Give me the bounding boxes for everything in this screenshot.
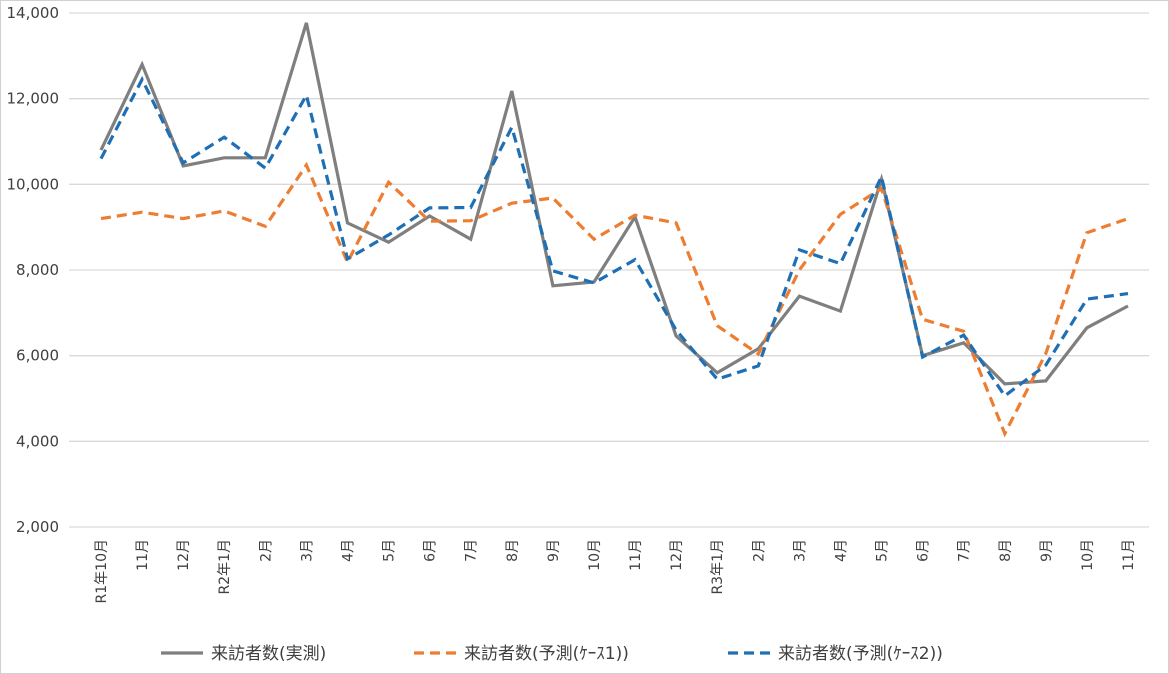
x-tick-label: 12月 — [669, 539, 685, 571]
x-tick-label: 11月 — [628, 539, 644, 571]
x-tick-label: 11月 — [1121, 539, 1137, 571]
x-tick-label: 9月 — [546, 539, 562, 562]
x-tick-label: 4月 — [833, 539, 849, 562]
x-tick-label: 3月 — [792, 539, 808, 562]
y-tick-label: 4,000 — [16, 432, 59, 450]
y-tick-label: 2,000 — [16, 518, 59, 536]
x-tick-label: 10月 — [587, 539, 603, 571]
x-tick-label: 5月 — [875, 539, 891, 562]
legend-label: 来訪者数(予測(ｹｰｽ2)) — [778, 644, 943, 664]
series-line-3 — [99, 75, 1129, 399]
x-tick-label: 7月 — [957, 539, 973, 562]
y-tick-label: 14,000 — [7, 4, 60, 22]
x-tick-label: 12月 — [176, 539, 192, 571]
x-tick-label: 8月 — [505, 539, 521, 562]
x-tick-label: R1年10月 — [94, 539, 110, 603]
series-line-2 — [100, 161, 1129, 438]
x-tick-label: 6月 — [423, 539, 439, 562]
x-tick-label: 11月 — [135, 539, 151, 571]
x-tick-label: 9月 — [1039, 539, 1055, 562]
legend-label: 来訪者数(実測) — [211, 644, 326, 664]
legend-label: 来訪者数(予測(ｹｰｽ1)) — [464, 644, 629, 664]
x-tick-label: 4月 — [340, 539, 356, 562]
x-tick-label: R3年1月 — [710, 539, 726, 595]
x-tick-label: R2年1月 — [217, 539, 233, 595]
y-tick-label: 8,000 — [16, 261, 59, 279]
x-tick-label: 2月 — [258, 539, 274, 562]
x-tick-label: 7月 — [464, 539, 480, 562]
x-tick-label: 5月 — [382, 539, 398, 562]
x-tick-label: 8月 — [998, 539, 1014, 562]
x-tick-label: 3月 — [299, 539, 315, 562]
series-line-1 — [99, 22, 1129, 386]
x-tick-label: 10月 — [1080, 539, 1096, 571]
y-tick-label: 10,000 — [7, 175, 60, 193]
y-tick-label: 6,000 — [16, 347, 59, 365]
x-tick-label: 6月 — [916, 539, 932, 562]
x-tick-label: 2月 — [751, 539, 767, 562]
y-tick-label: 12,000 — [7, 90, 60, 108]
